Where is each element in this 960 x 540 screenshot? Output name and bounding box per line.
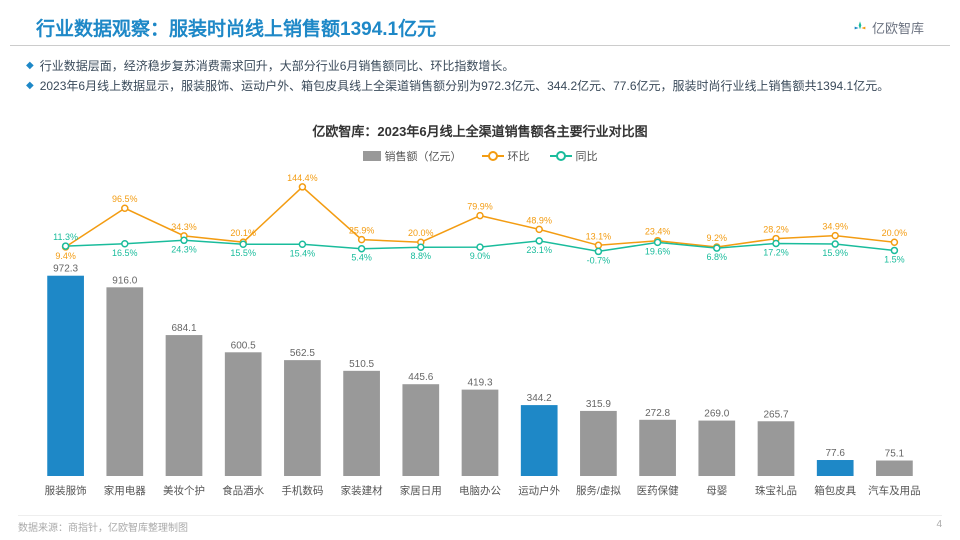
svg-text:美妆个护: 美妆个护 xyxy=(163,484,205,497)
legend-mom: 环比 xyxy=(482,148,530,164)
bullet-list: 行业数据层面，经济稳步复苏消费需求回升，大部分行业6月销售额同比、环比指数增长。… xyxy=(0,46,960,97)
svg-text:34.3%: 34.3% xyxy=(171,222,197,232)
logo-icon xyxy=(852,20,868,36)
svg-text:75.1: 75.1 xyxy=(885,448,905,459)
svg-text:17.2%: 17.2% xyxy=(763,247,789,257)
svg-text:5.4%: 5.4% xyxy=(351,252,372,262)
legend-bar: 销售额（亿元） xyxy=(363,148,462,164)
svg-text:15.9%: 15.9% xyxy=(822,248,848,258)
svg-text:445.6: 445.6 xyxy=(408,372,433,383)
svg-text:食品酒水: 食品酒水 xyxy=(222,484,264,497)
svg-text:20.0%: 20.0% xyxy=(408,228,434,238)
combo-chart: 972.3 服装服饰 916.0 家用电器 684.1 美妆个护 600.5 食品酒水 562.… xyxy=(26,170,934,500)
svg-text:344.2: 344.2 xyxy=(527,393,552,404)
svg-text:9.2%: 9.2% xyxy=(707,233,728,243)
svg-text:25.9%: 25.9% xyxy=(349,225,375,235)
svg-text:19.6%: 19.6% xyxy=(645,246,671,256)
chart-legend: 销售额（亿元） 环比 同比 xyxy=(26,148,934,164)
brand-logo: 亿欧智库 xyxy=(852,18,924,37)
svg-text:20.0%: 20.0% xyxy=(882,228,908,238)
svg-text:23.4%: 23.4% xyxy=(645,226,671,236)
svg-text:272.8: 272.8 xyxy=(645,408,670,419)
svg-text:-0.7%: -0.7% xyxy=(587,255,611,265)
svg-text:562.5: 562.5 xyxy=(290,348,315,359)
legend-yoy: 同比 xyxy=(550,148,598,164)
svg-text:医药保健: 医药保健 xyxy=(637,484,679,497)
svg-text:8.8%: 8.8% xyxy=(411,251,432,261)
chart-title: 亿欧智库：2023年6月线上全渠道销售额各主要行业对比图 xyxy=(0,121,960,140)
svg-text:684.1: 684.1 xyxy=(171,323,196,334)
svg-text:48.9%: 48.9% xyxy=(526,215,552,225)
svg-text:1.5%: 1.5% xyxy=(884,254,905,264)
svg-text:96.5%: 96.5% xyxy=(112,194,138,204)
svg-text:265.7: 265.7 xyxy=(763,409,788,420)
svg-text:6.8%: 6.8% xyxy=(707,252,728,262)
svg-text:箱包皮具: 箱包皮具 xyxy=(814,484,856,497)
chart-container: 销售额（亿元） 环比 同比 972.3 服装服饰 916.0 家用电器 684.1 美妆个… xyxy=(0,140,960,500)
footer: 数据来源：商指针，亿欧智库整理制图 4 xyxy=(18,515,942,534)
svg-text:600.5: 600.5 xyxy=(231,340,256,351)
svg-text:运动户外: 运动户外 xyxy=(518,484,560,497)
svg-text:972.3: 972.3 xyxy=(53,263,78,274)
svg-text:家用电器: 家用电器 xyxy=(104,484,146,497)
svg-text:家居日用: 家居日用 xyxy=(400,484,442,497)
svg-text:母婴: 母婴 xyxy=(706,485,727,497)
svg-text:服务/虚拟: 服务/虚拟 xyxy=(576,484,621,497)
svg-text:79.9%: 79.9% xyxy=(467,201,493,211)
svg-text:服装服饰: 服装服饰 xyxy=(45,484,87,497)
bullet-item: 行业数据层面，经济稳步复苏消费需求回升，大部分行业6月销售额同比、环比指数增长。 xyxy=(26,56,934,76)
svg-text:电脑办公: 电脑办公 xyxy=(459,484,501,497)
svg-text:510.5: 510.5 xyxy=(349,359,374,370)
svg-text:15.5%: 15.5% xyxy=(230,248,256,258)
svg-text:9.4%: 9.4% xyxy=(55,251,76,261)
svg-text:24.3%: 24.3% xyxy=(171,244,197,254)
page-number: 4 xyxy=(936,519,942,534)
svg-text:手机数码: 手机数码 xyxy=(281,484,323,497)
logo-text: 亿欧智库 xyxy=(872,18,924,37)
svg-text:916.0: 916.0 xyxy=(112,275,137,286)
svg-text:家装建材: 家装建材 xyxy=(341,484,383,497)
data-source: 数据来源：商指针，亿欧智库整理制图 xyxy=(18,519,188,534)
svg-text:珠宝礼品: 珠宝礼品 xyxy=(755,484,797,497)
svg-text:77.6: 77.6 xyxy=(825,448,845,459)
page-title: 行业数据观察：服装时尚线上销售额1394.1亿元 xyxy=(36,14,436,41)
bullet-item: 2023年6月线上数据显示，服装服饰、运动户外、箱包皮具线上全渠道销售额分别为9… xyxy=(26,76,934,96)
svg-text:汽车及用品: 汽车及用品 xyxy=(868,484,921,497)
svg-text:15.4%: 15.4% xyxy=(290,248,316,258)
svg-text:269.0: 269.0 xyxy=(704,408,729,419)
svg-text:13.1%: 13.1% xyxy=(586,231,612,241)
svg-text:419.3: 419.3 xyxy=(467,377,492,388)
svg-text:20.1%: 20.1% xyxy=(230,228,256,238)
svg-text:28.2%: 28.2% xyxy=(763,224,789,234)
svg-text:11.3%: 11.3% xyxy=(53,232,78,242)
svg-text:23.1%: 23.1% xyxy=(526,245,552,255)
svg-text:34.9%: 34.9% xyxy=(822,221,848,231)
svg-text:9.0%: 9.0% xyxy=(470,251,491,261)
header: 行业数据观察：服装时尚线上销售额1394.1亿元 亿欧智库 xyxy=(10,0,950,46)
svg-text:16.5%: 16.5% xyxy=(112,248,138,258)
svg-text:315.9: 315.9 xyxy=(586,399,611,410)
svg-text:144.4%: 144.4% xyxy=(287,173,318,183)
